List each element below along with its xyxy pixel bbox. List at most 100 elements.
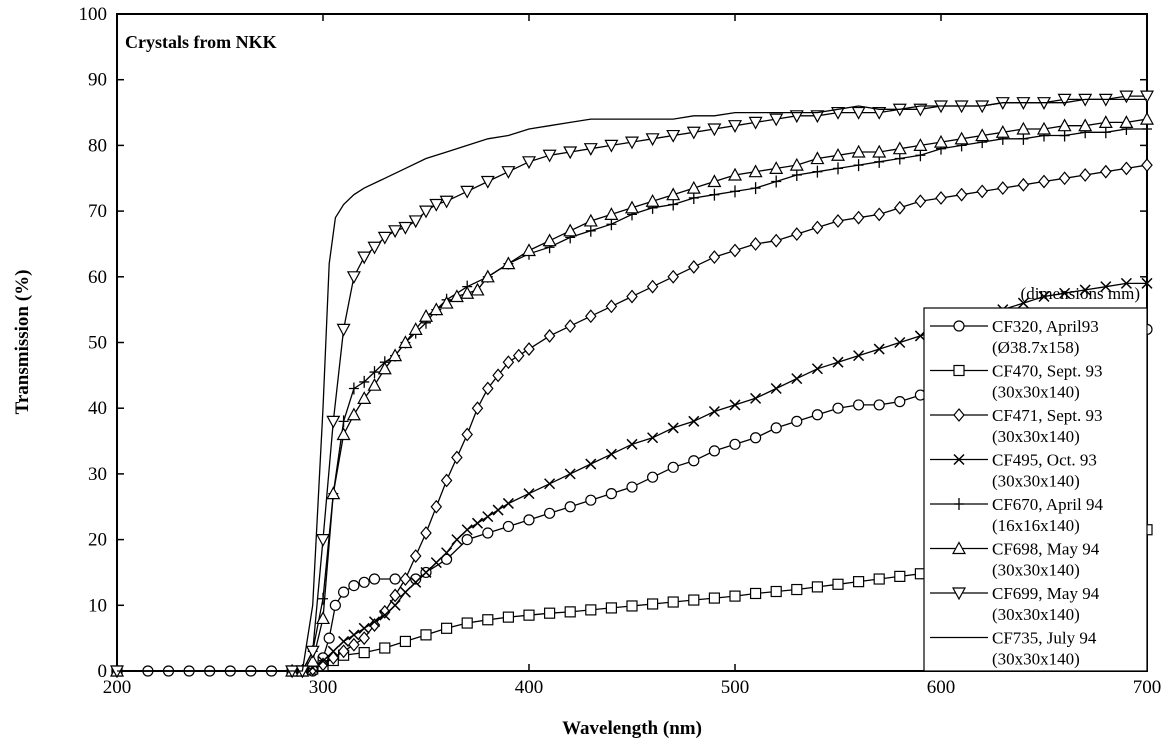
data-point	[461, 427, 473, 442]
data-point	[708, 592, 721, 604]
data-point	[501, 166, 516, 179]
data-point	[336, 427, 351, 441]
data-point	[1018, 132, 1029, 145]
data-point	[995, 125, 1010, 138]
data-point	[409, 549, 422, 563]
data-point	[954, 498, 964, 510]
data-point	[420, 526, 432, 540]
data-point	[441, 547, 453, 559]
data-point	[389, 599, 401, 611]
data-point	[470, 282, 485, 296]
data-point	[492, 368, 504, 383]
data-point	[667, 596, 679, 608]
data-point	[750, 182, 761, 195]
data-point	[729, 243, 741, 258]
data-point	[399, 635, 411, 648]
data-point	[1119, 90, 1134, 104]
data-point	[812, 165, 823, 178]
data-point	[646, 598, 659, 610]
data-point	[461, 524, 473, 536]
legend-dimensions: (30x30x140)	[992, 650, 1080, 669]
data-point	[1079, 284, 1091, 296]
data-point	[873, 399, 885, 411]
data-point	[585, 604, 597, 616]
data-point	[789, 110, 804, 124]
data-point	[811, 363, 823, 375]
data-point	[377, 231, 392, 245]
data-point	[709, 188, 720, 201]
data-point	[543, 507, 556, 519]
data-point	[1142, 122, 1152, 135]
data-point	[337, 644, 350, 659]
y-tick-label: 30	[88, 464, 107, 485]
data-point	[1057, 118, 1072, 132]
data-point	[451, 450, 463, 465]
legend-label: CF670, April 94	[992, 495, 1103, 514]
data-point	[894, 570, 906, 582]
data-point	[852, 399, 865, 411]
data-point	[810, 151, 825, 165]
legend-label: CF699, May 94	[992, 584, 1100, 603]
data-point	[315, 533, 331, 547]
legend-dimensions: (16x16x140)	[992, 516, 1080, 535]
y-tick-label: 70	[88, 201, 107, 222]
data-point	[832, 356, 844, 368]
data-point	[769, 113, 784, 127]
data-point	[543, 328, 556, 343]
data-point	[1057, 93, 1072, 107]
series-cf698	[109, 111, 1155, 677]
data-point	[833, 162, 843, 175]
data-point	[379, 604, 391, 619]
data-point	[667, 461, 679, 473]
data-point	[585, 458, 597, 470]
data-point	[502, 497, 514, 509]
data-point	[646, 471, 659, 483]
data-point	[750, 392, 762, 404]
data-point	[626, 481, 638, 493]
data-point	[399, 572, 412, 586]
data-point	[329, 599, 341, 611]
data-point	[997, 181, 1009, 196]
data-point	[605, 602, 618, 614]
data-point	[666, 129, 681, 143]
data-point	[729, 590, 741, 602]
data-point	[523, 342, 535, 357]
data-point	[564, 501, 576, 513]
data-point	[811, 220, 824, 235]
data-point	[521, 243, 537, 257]
data-point	[708, 250, 721, 265]
data-point	[358, 647, 370, 659]
data-point	[688, 455, 700, 467]
data-point	[1098, 115, 1113, 129]
data-point	[852, 576, 865, 588]
legend-label: CF735, July 94	[992, 629, 1097, 648]
y-tick-label: 20	[88, 530, 107, 551]
data-point	[388, 225, 403, 239]
data-point	[1141, 158, 1153, 173]
data-point	[408, 215, 423, 229]
data-point	[951, 541, 967, 555]
legend-note: (dimensions mm)	[1021, 284, 1140, 303]
data-point	[471, 401, 484, 416]
data-point	[624, 136, 640, 150]
data-point	[1079, 168, 1091, 182]
data-point	[646, 279, 659, 294]
data-point	[346, 271, 361, 285]
data-point	[832, 402, 844, 414]
data-point	[439, 195, 454, 209]
data-point	[564, 319, 576, 334]
data-point	[440, 473, 453, 488]
data-point	[501, 256, 516, 270]
data-point	[460, 185, 475, 199]
data-point	[542, 233, 557, 247]
data-point	[626, 289, 638, 304]
data-point	[389, 588, 401, 603]
data-point	[624, 200, 640, 214]
data-point	[521, 156, 537, 170]
data-point	[811, 581, 824, 593]
data-point	[482, 511, 494, 523]
data-point	[954, 131, 969, 145]
data-point	[708, 405, 720, 418]
data-point	[315, 611, 331, 625]
data-point	[1059, 287, 1071, 299]
